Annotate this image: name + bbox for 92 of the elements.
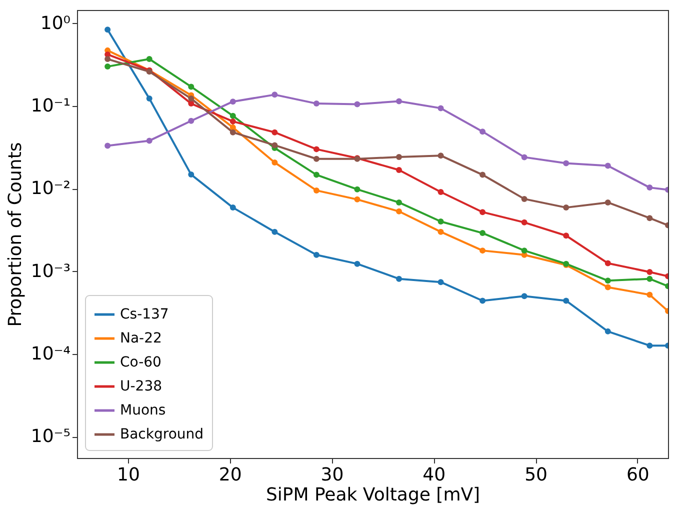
point <box>563 160 570 166</box>
point <box>604 162 611 169</box>
point <box>313 100 320 107</box>
point <box>354 186 360 192</box>
point <box>480 128 486 135</box>
point <box>230 98 236 105</box>
x-tick-label: 60 <box>626 464 650 486</box>
point <box>104 142 111 149</box>
point <box>396 208 402 214</box>
point <box>354 260 360 267</box>
point <box>313 156 320 162</box>
point <box>396 199 402 206</box>
point <box>563 232 570 239</box>
point <box>230 129 236 136</box>
point <box>230 204 236 211</box>
point <box>480 298 486 304</box>
point <box>230 118 236 124</box>
point <box>480 248 486 254</box>
point <box>146 96 152 102</box>
point <box>438 105 444 112</box>
point <box>521 219 528 226</box>
legend-label: U-238 <box>120 378 162 394</box>
point <box>188 118 194 124</box>
point <box>438 152 444 159</box>
point <box>230 124 236 130</box>
point <box>646 184 653 191</box>
legend-label: Muons <box>120 402 166 418</box>
point <box>480 172 486 178</box>
point <box>438 279 444 286</box>
point <box>604 260 611 266</box>
y-tick-label: 10⁻² <box>30 178 70 200</box>
x-axis-title: SiPM Peak Voltage [mV] <box>266 484 480 506</box>
legend-label: Cs-137 <box>120 306 169 322</box>
point <box>104 26 111 33</box>
point <box>104 64 111 70</box>
point <box>354 101 360 108</box>
y-tick-label: 10⁻⁴ <box>30 343 70 364</box>
point <box>313 146 320 152</box>
point <box>272 160 278 166</box>
point <box>521 196 528 202</box>
x-tick-label: 30 <box>320 464 344 486</box>
point <box>272 129 278 136</box>
point <box>272 142 278 148</box>
y-tick-label: 10⁰ <box>40 12 70 34</box>
point <box>354 196 360 202</box>
point <box>313 187 320 194</box>
point <box>563 204 570 211</box>
point <box>146 56 152 62</box>
point <box>521 248 528 254</box>
point <box>188 100 194 107</box>
point <box>646 268 653 275</box>
point <box>396 276 402 282</box>
point <box>188 172 194 178</box>
point <box>313 252 320 258</box>
x-tick-label: 20 <box>218 464 242 486</box>
point <box>272 228 278 235</box>
legend-label: Background <box>120 426 204 442</box>
x-tick-label: 40 <box>422 464 446 486</box>
point <box>604 284 611 290</box>
point <box>480 209 486 216</box>
point <box>646 342 653 349</box>
point <box>604 328 611 334</box>
point <box>480 230 486 236</box>
point <box>646 276 653 282</box>
point <box>521 293 528 300</box>
legend-label: Co-60 <box>120 354 162 370</box>
point <box>313 172 320 178</box>
point <box>272 92 278 98</box>
y-axis-title: Proportion of Counts <box>4 142 26 327</box>
point <box>396 167 402 173</box>
point <box>438 228 444 235</box>
point <box>646 292 653 298</box>
point <box>146 138 152 144</box>
point <box>604 278 611 284</box>
point <box>646 215 653 222</box>
point <box>188 84 194 90</box>
y-tick-label: 10⁻⁵ <box>30 426 70 448</box>
y-tick-label: 10⁻³ <box>30 260 70 282</box>
point <box>604 199 611 206</box>
point <box>396 154 402 160</box>
point <box>188 96 194 102</box>
y-tick-label: 10⁻¹ <box>30 95 70 116</box>
x-tick-label: 10 <box>116 464 140 486</box>
point <box>104 56 111 62</box>
x-tick-label: 50 <box>524 464 548 486</box>
point <box>438 218 444 224</box>
legend-label: Na-22 <box>120 330 162 346</box>
point <box>230 112 236 119</box>
point <box>521 154 528 160</box>
point <box>438 189 444 195</box>
point <box>396 98 402 104</box>
point <box>563 298 570 304</box>
